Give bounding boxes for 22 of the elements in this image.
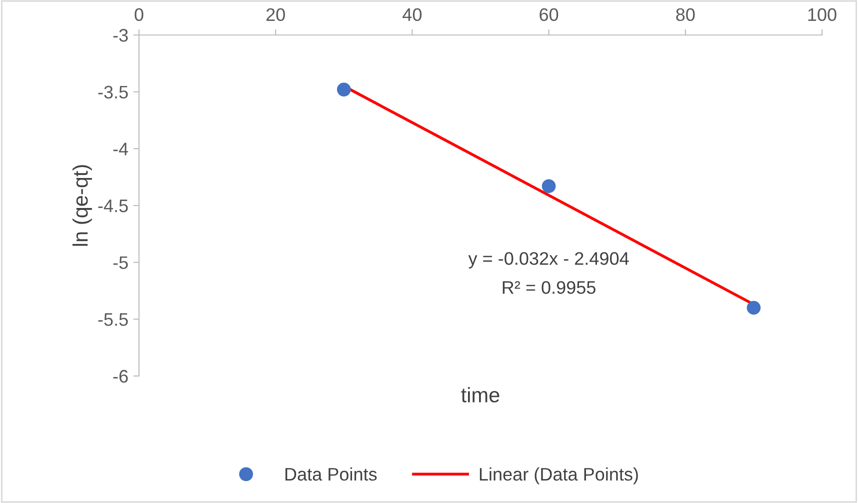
y-tick-label: -5	[113, 256, 128, 270]
x-tick-label: 0	[134, 8, 144, 22]
legend-label: Linear (Data Points)	[480, 467, 638, 484]
y-tick-label: -5.5	[98, 313, 128, 326]
y-tick-label: -3.5	[98, 86, 128, 99]
annotation: R² = 0.9955	[502, 281, 596, 294]
y-tick-label: -3	[113, 28, 128, 42]
y-tick-label: -6	[113, 370, 128, 383]
y-tick-label: -4.5	[98, 200, 128, 212]
y-axis-title: ln (qe-qt)	[72, 165, 92, 246]
point	[746, 300, 761, 315]
point	[542, 179, 556, 194]
y-tick-label: -4	[113, 142, 128, 156]
legend-label: Data Points	[285, 467, 377, 481]
x-tick-label: 100	[808, 8, 836, 22]
point	[336, 82, 351, 96]
x-tick-label: 20	[266, 8, 285, 22]
annotation: y = -0.032x - 2.4904	[468, 252, 629, 268]
x-tick-label: 40	[402, 8, 422, 22]
x-tick-label: 60	[540, 8, 558, 22]
x-tick-label: 80	[676, 8, 695, 22]
x-axis-title: time	[461, 387, 500, 402]
